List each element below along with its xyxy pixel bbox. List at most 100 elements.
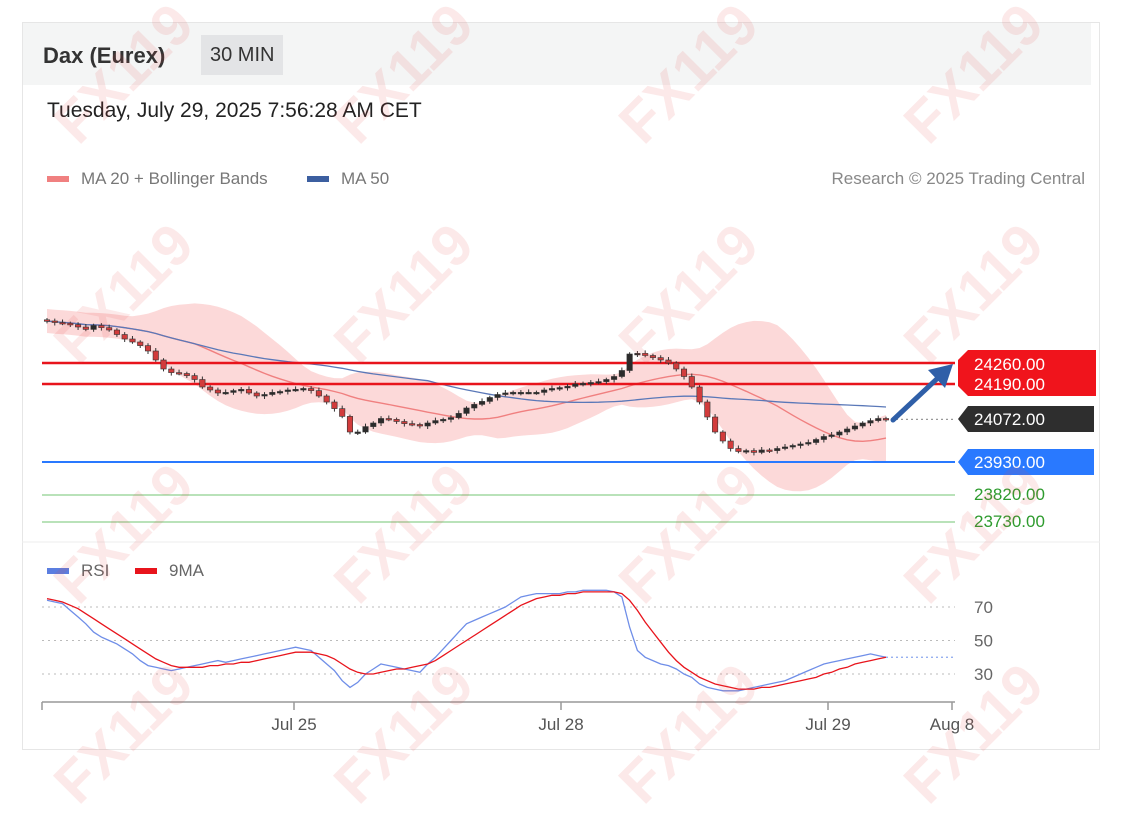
candle-body	[813, 439, 820, 443]
candle-body	[385, 418, 392, 421]
candle-body	[859, 422, 866, 427]
time-tick-label-2: Jul 29	[805, 715, 850, 734]
candle-body	[618, 370, 625, 377]
candle-body	[331, 401, 338, 409]
candle-body	[642, 353, 649, 356]
candle-body	[214, 389, 221, 394]
candle-body	[828, 434, 835, 437]
candle-body	[284, 389, 291, 392]
level-24072-00-label-bg	[958, 406, 1094, 432]
level-24190-00-label: 24190.00	[974, 375, 1045, 394]
candle-body	[502, 392, 509, 395]
candle-body	[867, 420, 874, 424]
legend-ma50-label: MA 50	[341, 169, 390, 188]
candle-body	[781, 446, 789, 449]
candle-body	[556, 387, 563, 390]
ma50-line	[46, 320, 887, 408]
candle-body	[510, 392, 517, 395]
candle-body	[688, 376, 695, 388]
rsi-level-50-label: 50	[974, 632, 993, 651]
candle-body	[494, 394, 501, 398]
candle-body	[673, 362, 680, 370]
candle-body	[486, 397, 493, 402]
time-axis: Jul 25 Jul 28 Jul 29 Aug 8	[41, 701, 974, 734]
candle-body	[533, 392, 540, 395]
legend-9ma-label: 9MA	[169, 561, 204, 580]
candle-body	[455, 413, 462, 418]
candle-body	[649, 355, 656, 358]
candle-body	[152, 350, 159, 361]
candle-body	[59, 322, 66, 325]
candle-body	[137, 341, 144, 346]
candle-body	[712, 416, 719, 433]
candle-body	[269, 392, 276, 395]
candle-body	[704, 401, 711, 418]
candle-body	[719, 431, 726, 442]
candle-body	[207, 386, 214, 391]
ma50-swatch	[307, 176, 329, 182]
level-24072-00-label: 24072.00	[974, 410, 1045, 429]
candle-body	[98, 325, 105, 328]
candle-body	[245, 389, 253, 394]
forecast-arrow	[890, 364, 953, 423]
candle-body	[440, 419, 447, 422]
candle-body	[774, 448, 781, 451]
candle-body	[572, 383, 579, 387]
candle-body	[354, 431, 361, 434]
chart-header: Dax (Eurex) 30 MIN	[23, 23, 1091, 85]
candle-body	[797, 443, 804, 446]
candle-body	[230, 390, 237, 393]
time-tick-label-0: Jul 25	[271, 715, 316, 734]
legend-ma20: MA 20 + Bollinger Bands	[47, 169, 268, 189]
candle-body	[479, 401, 486, 405]
candle-body	[183, 373, 190, 376]
candle-body	[323, 395, 330, 403]
rsi-level-30-label: 30	[974, 665, 993, 684]
timeframe-badge[interactable]: 30 MIN	[201, 35, 284, 75]
forecast-arrow-shaft	[890, 373, 943, 423]
candle-body	[836, 431, 843, 436]
candle-body	[548, 388, 555, 391]
candle-body	[409, 423, 416, 426]
legend-rsi: RSI	[47, 561, 109, 581]
ma9-swatch	[135, 568, 157, 574]
research-credit: Research © 2025 Trading Central	[831, 169, 1086, 188]
level-23820-00-label: 23820.00	[974, 485, 1045, 504]
time-tick-label-1: Jul 28	[538, 715, 583, 734]
candle-body	[160, 359, 167, 370]
candle-body	[339, 408, 346, 417]
chart-datetime: Tuesday, July 29, 2025 7:56:28 AM CET	[47, 99, 422, 122]
rsi-ma9-line	[46, 591, 887, 690]
candle-body	[432, 420, 439, 424]
bollinger-bands	[47, 303, 886, 492]
candle-body	[90, 325, 97, 330]
rsi-level-70-label: 70	[974, 598, 993, 617]
candle-body	[882, 418, 890, 421]
candle-body	[238, 389, 245, 392]
candle-body	[43, 319, 51, 322]
candle-body	[844, 428, 851, 433]
candle-body	[401, 421, 408, 424]
candle-body	[261, 394, 268, 397]
candle-body	[696, 386, 703, 403]
legend-ma20-label: MA 20 + Bollinger Bands	[81, 169, 268, 188]
candle-body	[393, 419, 400, 422]
candle-body	[424, 422, 431, 427]
candle-body	[727, 440, 734, 449]
candle-body	[82, 326, 89, 330]
candles	[43, 318, 890, 456]
candle-body	[129, 338, 136, 343]
candle-body	[735, 448, 742, 452]
candle-body	[67, 323, 74, 326]
candle-body	[580, 383, 587, 386]
forecast-arrow-head	[928, 364, 953, 388]
level-24260-00-label: 24260.00	[974, 355, 1045, 374]
candle-body	[851, 425, 858, 430]
candle-body	[626, 353, 633, 371]
ma20-swatch	[47, 176, 69, 182]
candle-body	[315, 390, 322, 397]
candle-body	[805, 442, 812, 445]
candle-body	[525, 392, 532, 395]
candle-body	[758, 449, 765, 453]
